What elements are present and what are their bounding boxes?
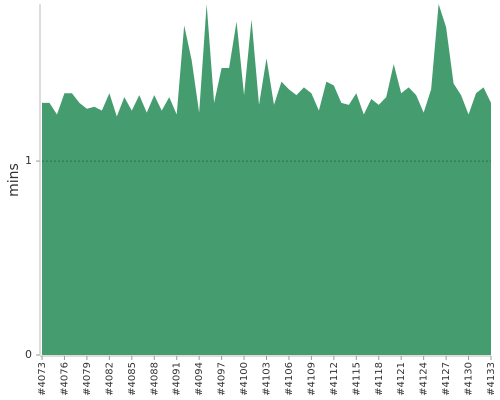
x-tick-label: #4130 [464,362,475,396]
x-tick-label: #4106 [284,362,295,396]
x-tick-label: #4094 [194,362,205,396]
x-tick-label: #4088 [149,362,160,396]
x-tick-label: #4133 [486,362,497,396]
x-tick-label: #4076 [59,362,70,396]
x-tick-label: #4112 [329,362,340,396]
x-tick-label: #4085 [127,362,138,396]
x-tick-label: #4082 [104,362,115,396]
y-tick-label: 1 [25,154,32,167]
x-tick-label: #4127 [441,362,452,396]
x-tick-label: #4124 [419,362,430,396]
x-tick-label: #4100 [239,362,250,396]
x-tick-label: #4079 [82,362,93,396]
x-tick-label: #4118 [374,362,385,396]
y-tick-label: 0 [25,348,32,361]
x-tick-label: #4091 [172,362,183,396]
area [42,4,491,355]
x-tick-label: #4073 [37,362,48,396]
x-tick-label: #4097 [217,362,228,396]
x-tick-label: #4115 [351,362,362,396]
x-tick-label: #4103 [262,362,273,396]
x-tick-label: #4109 [306,362,317,396]
y-axis-label: mins [6,163,22,197]
x-tick-label: #4121 [396,362,407,396]
